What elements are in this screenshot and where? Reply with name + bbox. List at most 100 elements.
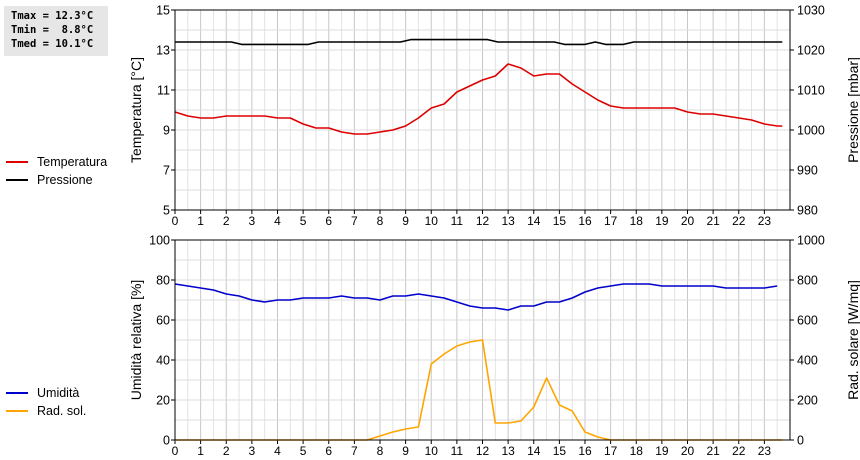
y-right-tick-label: 1030 <box>797 4 825 18</box>
x-tick-label: 12 <box>476 444 490 458</box>
y-left-tick-label: 100 <box>149 234 170 248</box>
legend-label: Rad. sol. <box>37 404 87 418</box>
x-tick-label: 0 <box>172 214 179 228</box>
legend-label: Umidità <box>37 386 80 400</box>
stat-tmax: Tmax = 12.3°C <box>11 10 94 22</box>
legend-item-rad-sol: Rad. sol. <box>6 402 206 420</box>
x-tick-label: 9 <box>402 444 409 458</box>
x-tick-label: 2 <box>223 444 230 458</box>
x-tick-label: 8 <box>377 214 384 228</box>
y-left-tick-label: 15 <box>156 4 170 18</box>
x-tick-label: 23 <box>758 214 772 228</box>
y-left-tick-label: 5 <box>163 204 170 218</box>
x-tick-label: 0 <box>172 444 179 458</box>
x-tick-label: 13 <box>501 444 515 458</box>
x-tick-label: 10 <box>425 214 439 228</box>
y-left-tick-label: 20 <box>156 394 170 408</box>
series-line-temperatura <box>174 63 783 135</box>
y-right-tick-label: 1000 <box>797 234 825 248</box>
stats-box: Tmax = 12.3°C Tmin = 8.8°C Tmed = 10.1°C <box>4 6 108 56</box>
y-right-axis-title: Rad. solare [W/mq] <box>845 280 860 400</box>
x-tick-label: 18 <box>630 214 644 228</box>
x-tick-label: 17 <box>604 444 618 458</box>
x-tick-label: 3 <box>249 444 256 458</box>
x-tick-label: 9 <box>402 214 409 228</box>
x-tick-label: 5 <box>300 444 307 458</box>
x-tick-label: 1 <box>197 214 204 228</box>
x-tick-label: 14 <box>527 214 541 228</box>
legend-swatch <box>6 410 28 412</box>
y-right-tick-label: 600 <box>797 314 818 328</box>
y-left-axis-title: Umidità relativa [%] <box>128 280 144 401</box>
y-left-tick-label: 13 <box>156 44 170 58</box>
y-right-tick-label: 980 <box>797 204 818 218</box>
x-tick-label: 6 <box>325 444 332 458</box>
x-tick-label: 19 <box>655 444 669 458</box>
x-tick-label: 7 <box>351 444 358 458</box>
y-left-tick-label: 9 <box>163 124 170 138</box>
x-tick-label: 17 <box>604 214 618 228</box>
y-right-tick-label: 400 <box>797 354 818 368</box>
x-tick-label: 10 <box>425 444 439 458</box>
x-tick-label: 11 <box>451 444 464 458</box>
y-right-tick-label: 200 <box>797 394 818 408</box>
legend-swatch <box>6 392 28 394</box>
x-tick-label: 4 <box>274 444 281 458</box>
x-tick-label: 3 <box>249 214 256 228</box>
y-right-tick-label: 1000 <box>797 124 825 138</box>
x-tick-label: 22 <box>732 444 746 458</box>
x-tick-label: 18 <box>630 444 644 458</box>
x-tick-label: 15 <box>553 444 567 458</box>
y-right-tick-label: 0 <box>797 434 804 448</box>
x-tick-label: 23 <box>758 444 772 458</box>
legend-top: Temperatura Pressione <box>6 153 107 189</box>
y-right-tick-label: 990 <box>797 164 818 178</box>
y-left-tick-label: 0 <box>163 434 170 448</box>
legend-label: Pressione <box>37 173 93 187</box>
x-tick-label: 8 <box>377 444 384 458</box>
x-tick-label: 21 <box>706 214 720 228</box>
x-tick-label: 12 <box>476 214 490 228</box>
x-tick-label: 7 <box>351 214 358 228</box>
y-left-axis-title: Temperatura [°C] <box>128 57 144 163</box>
series-line-rad-sol- <box>175 339 783 441</box>
stat-tmin: Tmin = 8.8°C <box>11 24 94 36</box>
x-tick-label: 19 <box>655 214 669 228</box>
legend-swatch <box>6 179 28 181</box>
x-tick-label: 1 <box>197 444 204 458</box>
x-tick-label: 21 <box>706 444 720 458</box>
y-left-tick-label: 40 <box>156 354 170 368</box>
x-tick-label: 22 <box>732 214 746 228</box>
plot-frame <box>174 9 791 211</box>
y-right-axis-title: Pressione [mbar] <box>845 57 860 163</box>
legend-swatch <box>6 161 28 163</box>
y-left-tick-label: 11 <box>157 84 170 98</box>
y-right-tick-label: 800 <box>797 274 818 288</box>
x-tick-label: 4 <box>274 214 281 228</box>
x-tick-label: 2 <box>223 214 230 228</box>
legend-item-pressione: Pressione <box>6 171 107 189</box>
x-tick-label: 20 <box>681 214 695 228</box>
x-tick-label: 14 <box>527 444 541 458</box>
x-tick-label: 6 <box>325 214 332 228</box>
y-left-tick-label: 60 <box>156 314 170 328</box>
legend-label: Temperatura <box>37 155 108 169</box>
series-line-umidit- <box>174 283 778 311</box>
x-tick-label: 16 <box>578 444 592 458</box>
x-tick-label: 5 <box>300 214 307 228</box>
y-right-tick-label: 1020 <box>797 44 825 58</box>
x-tick-label: 16 <box>578 214 592 228</box>
y-left-tick-label: 7 <box>163 164 170 178</box>
stat-tmed: Tmed = 10.1°C <box>11 38 94 50</box>
x-tick-label: 11 <box>451 214 464 228</box>
y-right-tick-label: 1010 <box>797 84 825 98</box>
x-tick-label: 13 <box>501 214 515 228</box>
legend-item-temperatura: Temperatura <box>6 153 107 171</box>
x-tick-label: 20 <box>681 444 695 458</box>
legend-item-umidita: Umidità <box>6 384 206 402</box>
series-line-pressione <box>175 38 783 46</box>
x-tick-label: 15 <box>553 214 567 228</box>
plot-frame <box>174 239 791 441</box>
y-left-tick-label: 80 <box>156 274 170 288</box>
